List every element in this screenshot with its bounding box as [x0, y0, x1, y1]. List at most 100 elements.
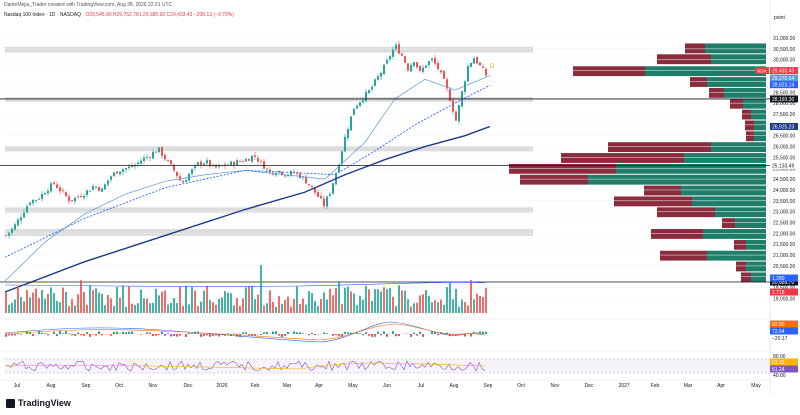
macd-histogram-bar — [242, 332, 244, 334]
volume-profile-down-bar — [660, 250, 707, 261]
volume-bar — [377, 289, 379, 313]
candle-body — [152, 151, 154, 159]
macd-histogram-bar — [203, 334, 205, 337]
volume-profile-up-bar — [754, 131, 766, 142]
macd-histogram-bar — [173, 334, 175, 337]
volume-bar — [14, 299, 16, 313]
macd-histogram-bar — [56, 334, 58, 337]
volume-profile-down-bar — [685, 43, 705, 54]
candle-body — [434, 57, 436, 64]
volume-bar — [254, 299, 256, 313]
macd-histogram-bar — [152, 334, 154, 337]
volume-profile-up-bar — [681, 185, 766, 196]
volume-bar — [476, 293, 478, 313]
macd-histogram-bar — [437, 334, 439, 336]
macd-histogram-bar — [206, 334, 208, 336]
volume-bar — [278, 295, 280, 313]
volume-bar — [257, 294, 259, 313]
candle-body — [20, 217, 22, 221]
candle-body — [236, 160, 238, 166]
time-axis: Jul Aug Sep Oct Nov Dec 2026 Feb Mar Apr May Jun Jul… — [0, 379, 770, 389]
candle-body — [407, 63, 409, 71]
macd-histogram-bar — [62, 333, 64, 334]
candle-body — [413, 62, 415, 66]
volume-bar — [269, 290, 271, 313]
candle-body — [473, 58, 475, 64]
volume-bar — [398, 285, 400, 313]
volume-profile-down-bar — [573, 66, 645, 77]
volume-profile-down-bar — [736, 261, 746, 272]
volume-bar — [122, 285, 124, 313]
candle-body — [140, 160, 142, 164]
price-tick-label: 21,500.00 — [773, 242, 795, 248]
price-tick-label: 30,000.00 — [773, 58, 795, 64]
macd-signal-label: 92.80 — [772, 322, 785, 328]
candle-body — [470, 63, 472, 67]
volume-bar — [83, 292, 85, 313]
macd-histogram-bar — [164, 334, 166, 336]
volume-bar — [383, 287, 385, 313]
candle-body — [317, 192, 319, 197]
volume-bar — [89, 285, 91, 313]
volume-bar — [413, 303, 415, 313]
macd-histogram-bar — [452, 334, 454, 335]
volume-bar — [176, 303, 178, 313]
macd-histogram-bar — [236, 334, 238, 337]
volume-bar — [56, 300, 58, 313]
horizontal-lines: D — [0, 64, 770, 283]
volume-bar — [29, 297, 31, 313]
volume-bar — [407, 299, 409, 313]
macd-histogram-bar — [362, 334, 364, 336]
macd-histogram-bar — [416, 334, 418, 336]
volume-bar — [353, 293, 355, 313]
candle-body — [14, 224, 16, 230]
macd-histogram-bar — [386, 334, 388, 337]
rsi-label: 51.24 — [772, 367, 785, 373]
volume-profile-down-bar — [614, 196, 692, 207]
candle-body — [185, 180, 187, 183]
macd-histogram-bar — [149, 332, 151, 334]
volume-bar — [62, 287, 64, 313]
volume-bar — [293, 299, 295, 313]
macd-histogram-bar — [335, 334, 337, 336]
price-tick-label: 24,500.00 — [773, 177, 795, 183]
volume-bar — [452, 299, 454, 313]
macd-histogram-bar — [278, 334, 280, 336]
macd-histogram-bar — [314, 334, 316, 336]
volume-ma-label: 1.280 — [772, 276, 785, 282]
volume-profile-down-bar — [742, 109, 751, 120]
candle-body — [464, 81, 466, 92]
price-tick-label: 22,500.00 — [773, 221, 795, 227]
volume-bar — [317, 306, 319, 313]
time-tick-label: Jul — [418, 383, 424, 389]
macd-histogram-bar — [296, 332, 298, 334]
volume-bar — [47, 293, 49, 313]
candle-body — [278, 170, 280, 173]
candle-body — [164, 154, 166, 160]
candle-body — [422, 67, 424, 72]
price-tick-label: 23,500.00 — [773, 199, 795, 205]
price-tick-label: 22,000.00 — [773, 231, 795, 237]
macd-histogram-bar — [413, 332, 415, 334]
candle-body — [380, 72, 382, 77]
candle-body — [386, 60, 388, 64]
volume-bar — [98, 292, 100, 313]
candle-body — [452, 100, 454, 112]
volume-bar — [440, 299, 442, 313]
moving-averages — [4, 75, 491, 293]
candle-body — [128, 166, 130, 169]
macd-histogram-bar — [422, 334, 424, 337]
candle-body — [215, 164, 217, 168]
macd-histogram-bar — [392, 331, 394, 334]
ndx-tag-bg — [755, 67, 769, 75]
candle-body — [419, 66, 421, 71]
volume-bar — [188, 304, 190, 313]
macd-histogram-bar — [368, 334, 370, 336]
volume-profile-up-bar — [724, 87, 766, 98]
volume-bar — [263, 305, 265, 313]
candle-body — [392, 49, 394, 57]
volume-bar — [347, 286, 349, 313]
macd-histogram-bar — [254, 334, 256, 336]
candle-body — [389, 56, 391, 60]
